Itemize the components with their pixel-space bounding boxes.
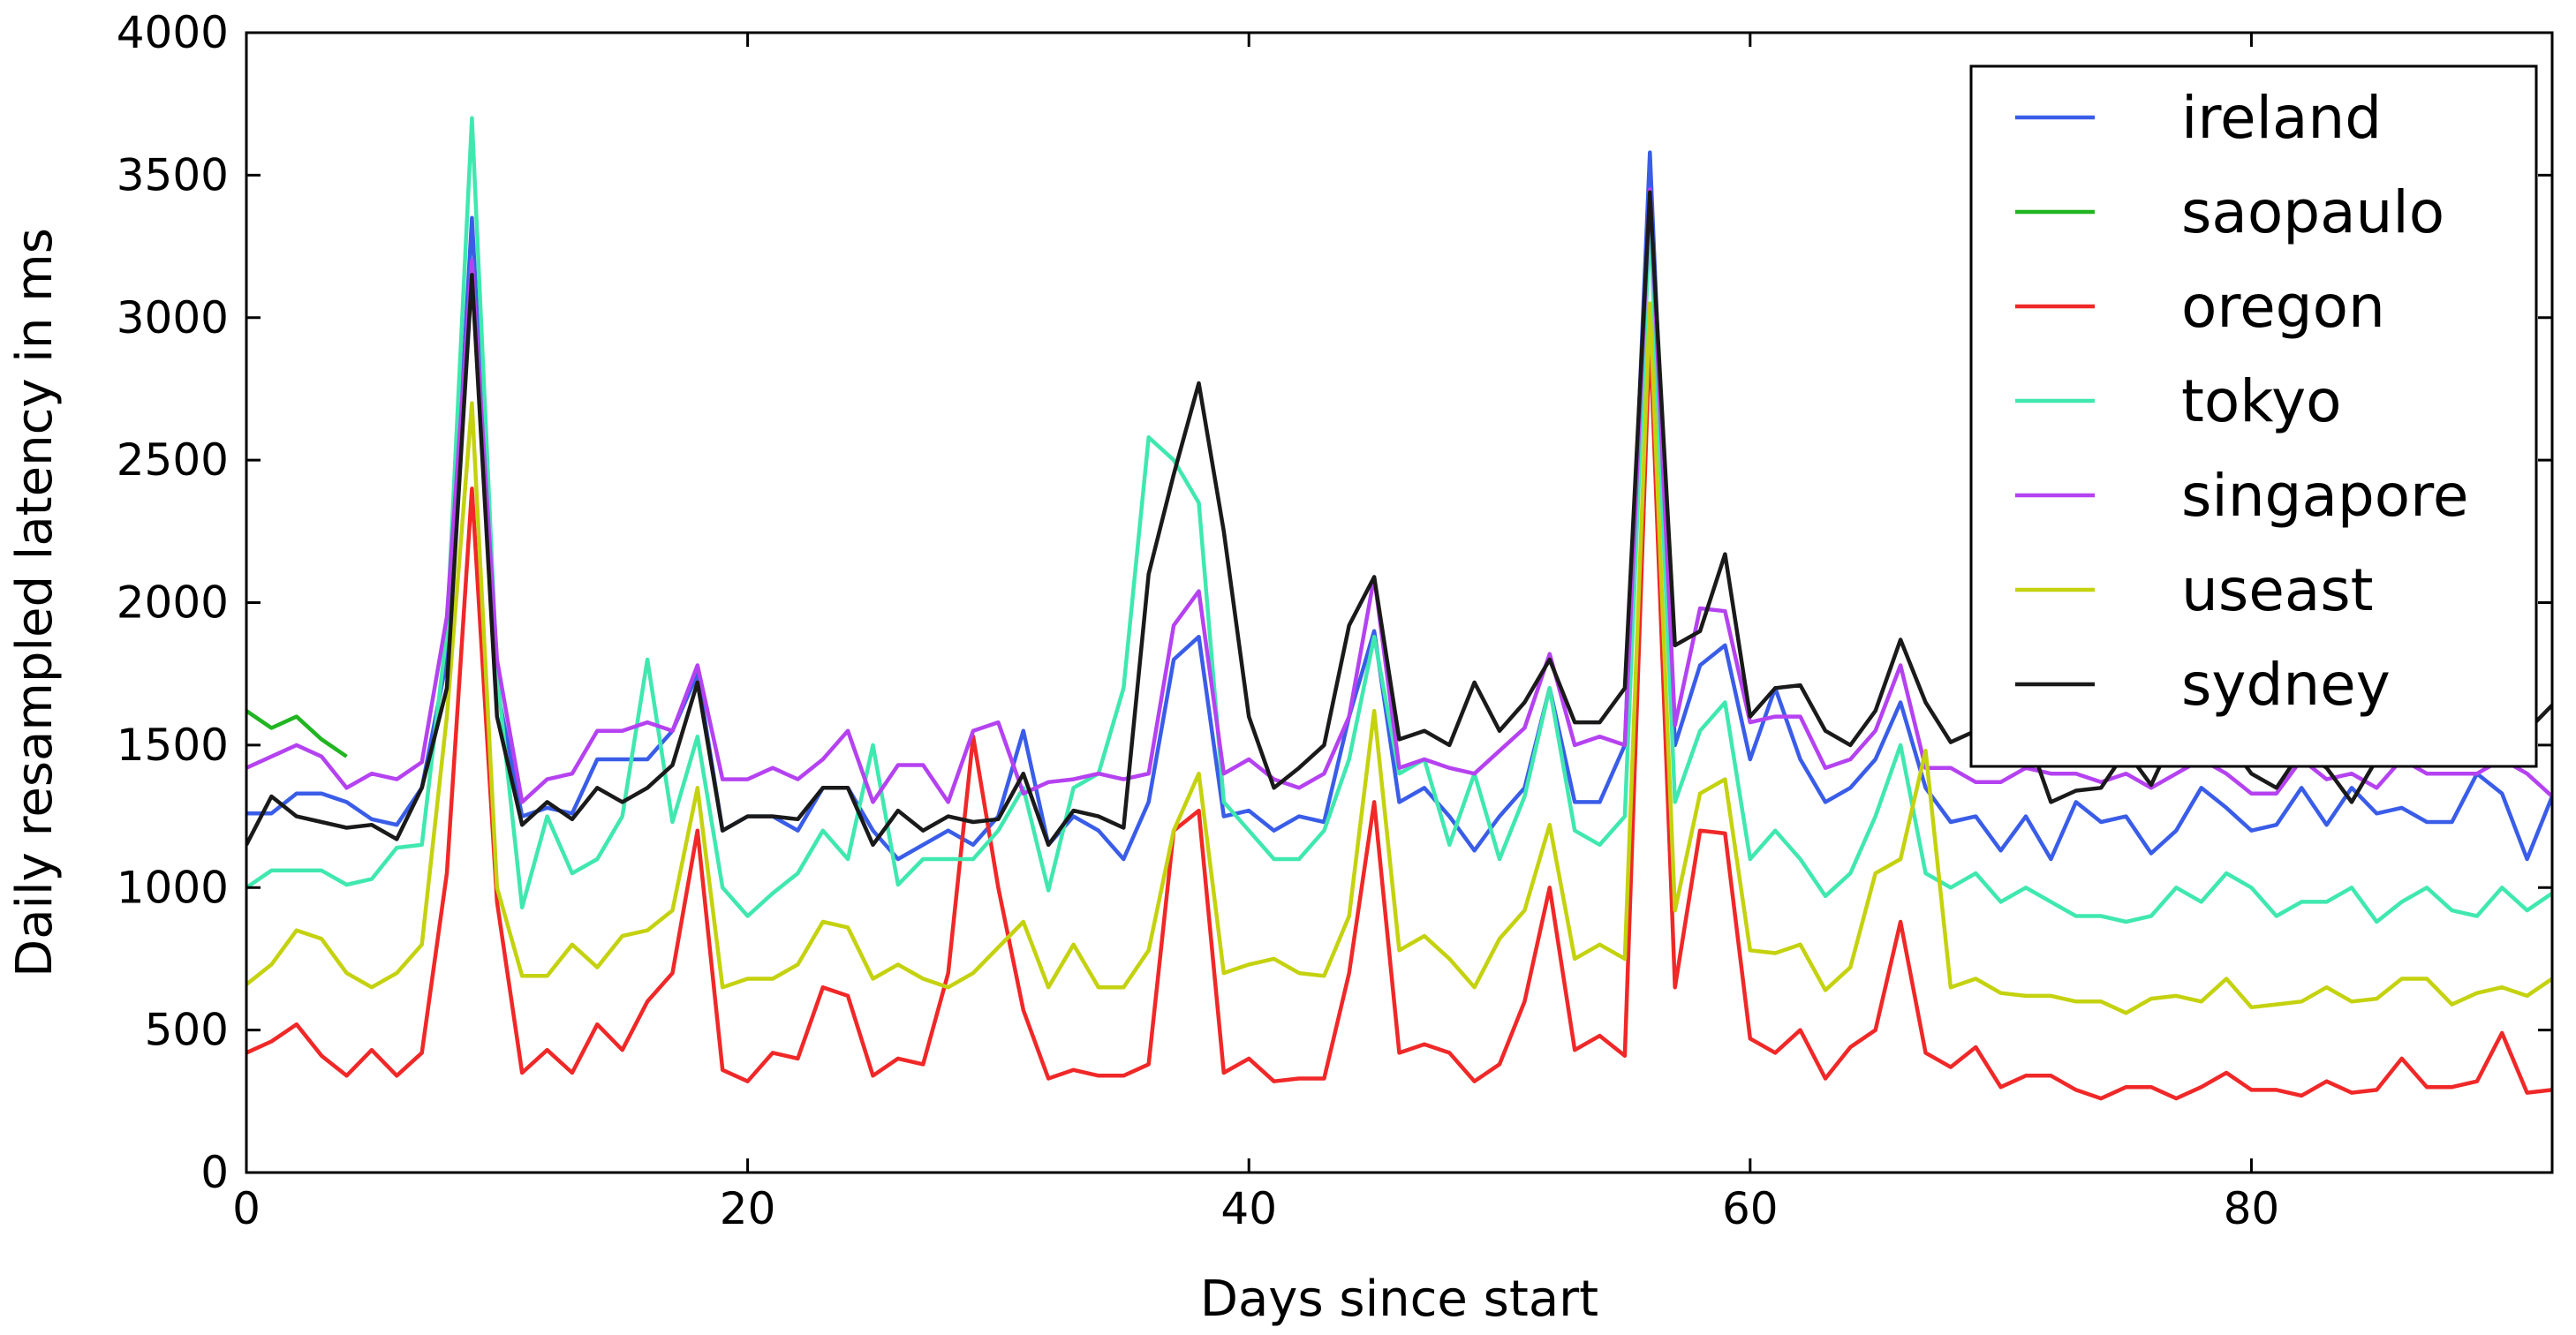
y-tick-label: 3500	[117, 149, 229, 200]
series-line-singapore	[246, 187, 2552, 804]
x-axis-label: Days since start	[1200, 1271, 1598, 1328]
legend-label-singapore: singapore	[2181, 462, 2468, 530]
legend-label-saopaulo: saopaulo	[2181, 178, 2444, 246]
x-tick-label: 0	[232, 1183, 261, 1234]
legend-frame	[1969, 64, 2538, 768]
legend-label-oregon: oregon	[2181, 273, 2385, 341]
legend-label-ireland: ireland	[2181, 84, 2382, 152]
x-tick-label: 40	[1220, 1183, 1277, 1234]
legend-label-useast: useast	[2181, 556, 2374, 624]
y-tick-label: 0	[200, 1147, 229, 1198]
y-tick-label: 2500	[117, 434, 229, 486]
series-line-oregon	[246, 329, 2552, 1101]
x-tick-label: 60	[1722, 1183, 1779, 1234]
legend: ireland saopaulo oregon tokyo singapore useas…	[1969, 64, 2538, 768]
legend-label-tokyo: tokyo	[2181, 367, 2342, 435]
y-tick-label: 1500	[117, 720, 229, 771]
y-tick-label: 3000	[117, 292, 229, 343]
series-lines	[246, 116, 2552, 1101]
y-tick-label: 2000	[117, 577, 229, 629]
y-axis-label: Daily resampled latency in ms	[6, 228, 64, 977]
y-tick-label: 1000	[117, 862, 229, 913]
series-line-tokyo	[246, 116, 2552, 924]
legend-label-sydney: sydney	[2181, 651, 2391, 719]
y-tick-label: 4000	[117, 7, 229, 58]
series-line-useast	[246, 301, 2552, 1015]
y-tick-label: 500	[145, 1005, 229, 1056]
series-line-saopaulo	[246, 709, 348, 758]
axis-ticks: 0 20 40 60 80 0 500 1000 1500 2000 2500 3000 3500 400…	[117, 7, 2552, 1234]
x-tick-label: 20	[720, 1183, 776, 1234]
x-tick-label: 80	[2224, 1183, 2280, 1234]
